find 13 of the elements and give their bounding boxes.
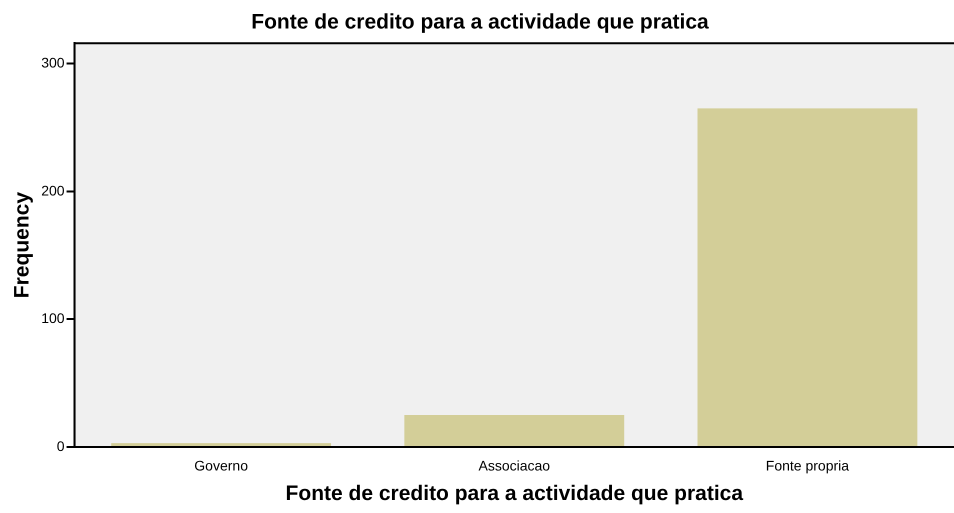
y-tick-label: 0 [56, 438, 65, 454]
bar [404, 415, 624, 446]
x-tick-label: Governo [194, 457, 248, 474]
y-axis-title: Frequency [10, 192, 34, 298]
x-tick-label: Fonte propria [766, 457, 850, 474]
bar [697, 108, 918, 446]
y-tick-label: 300 [41, 54, 65, 71]
chart-title: Fonte de credito para a actividade que pratica [251, 10, 710, 34]
x-axis-title: Fonte de credito para a actividade que pratica [286, 482, 744, 506]
bar [111, 443, 332, 446]
y-tick-label: 200 [41, 182, 65, 198]
y-tick-label: 100 [41, 310, 65, 326]
x-tick-label: Associacao [478, 457, 550, 474]
